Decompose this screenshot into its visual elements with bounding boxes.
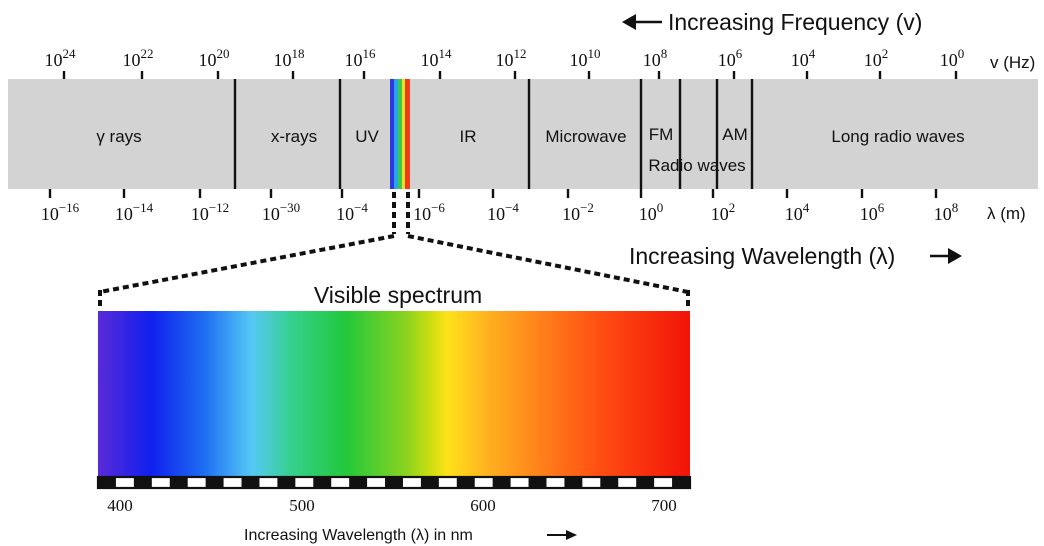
spectrum-band	[8, 79, 1038, 189]
ruler-segment	[205, 477, 224, 488]
wavelength-tick-label: 10−4	[487, 200, 519, 224]
ruler-segment	[349, 477, 368, 488]
ruler-segment	[385, 477, 403, 488]
wavelength-header: Increasing Wavelength (λ)	[629, 243, 962, 269]
band-label-radio: Radio waves	[648, 156, 745, 175]
ruler-segment	[313, 477, 332, 488]
wavelength-tick-label: 106	[860, 200, 885, 224]
wavelength-tick-label: 102	[711, 200, 736, 224]
arrow-left-icon	[622, 14, 636, 30]
visible-caption-group: Increasing Wavelength (λ) in nm	[244, 527, 577, 544]
wavelength-caption: Increasing Wavelength (λ)	[629, 243, 895, 269]
wavelength-tick-label: 10−2	[562, 200, 594, 224]
arrow-right-small-icon	[566, 530, 577, 540]
ruler-segment	[133, 477, 152, 488]
frequency-tick-label: 106	[718, 46, 743, 70]
ruler-segment	[600, 477, 619, 488]
wavelength-tick-label: 10−12	[191, 200, 229, 224]
frequency-tick-label: 104	[791, 46, 816, 70]
frequency-caption: Increasing Frequency (v)	[668, 9, 922, 35]
visible-caption: Increasing Wavelength (λ) in nm	[244, 527, 473, 544]
wavelength-unit: λ (m)	[987, 204, 1026, 223]
frequency-tick-label: 1014	[421, 46, 453, 70]
ruler-segment	[98, 477, 116, 488]
band-label-microwave: Microwave	[545, 127, 626, 146]
frequency-tick-label: 1016	[345, 46, 377, 70]
wavelength-tick-label: 104	[785, 200, 810, 224]
visible-ruler	[96, 475, 692, 490]
band-label-gamma: γ rays	[96, 127, 141, 146]
band-dividers	[233, 79, 754, 189]
band-label-ir: IR	[460, 127, 477, 146]
visible-tick-600: 600	[470, 496, 496, 515]
band-label-uv: UV	[355, 127, 379, 146]
band-label-xrays: x-rays	[271, 127, 317, 146]
wavelength-tick-label: 100	[639, 200, 664, 224]
wavelength-tick-row: 10−16 10−14 10−12 10−30 10−4 10−6 10−4 10−2 100 1…	[41, 189, 958, 224]
band-label-long-radio: Long radio waves	[831, 127, 964, 146]
wavelength-tick-label: 10−14	[115, 200, 154, 224]
frequency-tick-label: 1022	[123, 46, 154, 70]
band-label-am: AM	[722, 125, 748, 144]
wavelength-tick-label: 10−6	[413, 200, 445, 224]
band-label-fm: FM	[649, 125, 674, 144]
wavelength-tick-label: 10−4	[336, 200, 368, 224]
visible-tick-400: 400	[107, 496, 133, 515]
visible-tick-700: 700	[651, 496, 677, 515]
ruler-segment	[456, 477, 475, 488]
arrow-right-icon	[948, 248, 962, 264]
visible-tick-500: 500	[289, 496, 315, 515]
frequency-tick-label: 1018	[274, 46, 305, 70]
frequency-tick-label: 1010	[570, 46, 601, 70]
frequency-tick-label: 102	[864, 46, 889, 70]
ruler-segment	[492, 477, 511, 488]
ruler-segment	[241, 477, 260, 488]
visible-tick-labels: 400 500 600 700	[107, 496, 677, 515]
band-labels: γ rays x-rays UV IR Microwave FM AM Radi…	[96, 125, 964, 175]
ruler-segment	[528, 477, 547, 488]
frequency-unit: v (Hz)	[990, 53, 1035, 72]
ruler-segment	[636, 477, 655, 488]
ruler-segment	[564, 477, 583, 488]
visible-spectrum-title: Visible spectrum	[314, 282, 482, 308]
ruler-segment	[672, 477, 690, 488]
frequency-tick-label: 1012	[496, 46, 527, 70]
frequency-header: Increasing Frequency (v)	[622, 9, 922, 35]
ruler-segment	[277, 477, 296, 488]
frequency-tick-row: 1024 1022 1020 1018 1016 1014 1012 1010 108 106 10…	[45, 46, 965, 79]
frequency-tick-label: 108	[643, 46, 668, 70]
ruler-segment	[169, 477, 188, 488]
ruler-segment	[420, 477, 439, 488]
visible-spectrum-gradient	[98, 311, 690, 477]
frequency-tick-label: 100	[940, 46, 965, 70]
wavelength-tick-label: 10−30	[262, 200, 300, 224]
wavelength-tick-label: 10−16	[41, 200, 80, 224]
frequency-tick-label: 1024	[45, 46, 77, 70]
wavelength-tick-label: 108	[934, 200, 959, 224]
visible-strip	[390, 79, 410, 189]
frequency-tick-label: 1020	[199, 46, 230, 70]
zoom-connectors	[98, 192, 690, 306]
